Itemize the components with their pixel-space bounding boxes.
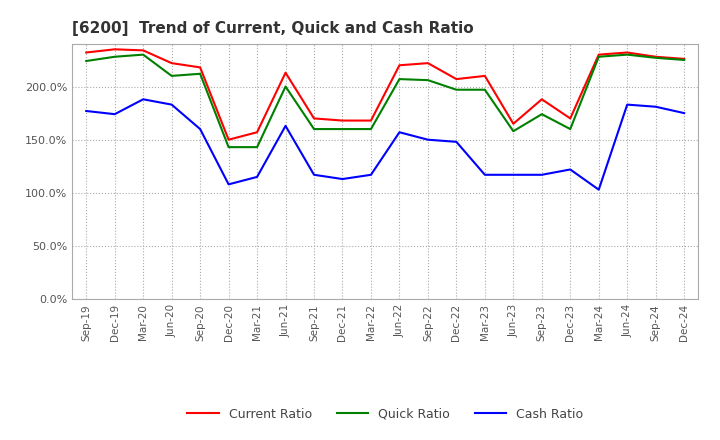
Current Ratio xyxy=(423,60,432,66)
Quick Ratio xyxy=(139,52,148,57)
Current Ratio xyxy=(537,97,546,102)
Quick Ratio xyxy=(423,77,432,83)
Current Ratio xyxy=(366,118,375,123)
Quick Ratio xyxy=(566,126,575,132)
Current Ratio xyxy=(167,60,176,66)
Quick Ratio xyxy=(537,111,546,117)
Cash Ratio xyxy=(595,187,603,192)
Current Ratio xyxy=(338,118,347,123)
Text: [6200]  Trend of Current, Quick and Cash Ratio: [6200] Trend of Current, Quick and Cash … xyxy=(72,21,474,36)
Cash Ratio xyxy=(167,102,176,107)
Line: Current Ratio: Current Ratio xyxy=(86,49,684,139)
Cash Ratio xyxy=(566,167,575,172)
Cash Ratio xyxy=(680,110,688,116)
Cash Ratio xyxy=(452,139,461,144)
Cash Ratio xyxy=(480,172,489,177)
Cash Ratio xyxy=(82,108,91,114)
Cash Ratio xyxy=(423,137,432,142)
Quick Ratio xyxy=(253,144,261,150)
Current Ratio xyxy=(310,116,318,121)
Quick Ratio xyxy=(680,57,688,62)
Quick Ratio xyxy=(225,144,233,150)
Current Ratio xyxy=(82,50,91,55)
Quick Ratio xyxy=(480,87,489,92)
Current Ratio xyxy=(566,116,575,121)
Current Ratio xyxy=(509,121,518,126)
Cash Ratio xyxy=(253,174,261,180)
Current Ratio xyxy=(623,50,631,55)
Current Ratio xyxy=(282,70,290,75)
Cash Ratio xyxy=(509,172,518,177)
Quick Ratio xyxy=(338,126,347,132)
Quick Ratio xyxy=(167,73,176,78)
Cash Ratio xyxy=(537,172,546,177)
Legend: Current Ratio, Quick Ratio, Cash Ratio: Current Ratio, Quick Ratio, Cash Ratio xyxy=(182,403,588,425)
Cash Ratio xyxy=(652,104,660,110)
Quick Ratio xyxy=(452,87,461,92)
Quick Ratio xyxy=(623,52,631,57)
Quick Ratio xyxy=(310,126,318,132)
Line: Quick Ratio: Quick Ratio xyxy=(86,55,684,147)
Quick Ratio xyxy=(395,77,404,82)
Cash Ratio xyxy=(110,111,119,117)
Current Ratio xyxy=(139,48,148,53)
Quick Ratio xyxy=(366,126,375,132)
Current Ratio xyxy=(253,130,261,135)
Cash Ratio xyxy=(196,126,204,132)
Current Ratio xyxy=(196,65,204,70)
Current Ratio xyxy=(652,54,660,59)
Cash Ratio xyxy=(338,176,347,182)
Current Ratio xyxy=(480,73,489,78)
Cash Ratio xyxy=(623,102,631,107)
Cash Ratio xyxy=(310,172,318,177)
Cash Ratio xyxy=(225,182,233,187)
Quick Ratio xyxy=(595,54,603,59)
Quick Ratio xyxy=(82,59,91,64)
Quick Ratio xyxy=(196,71,204,77)
Line: Cash Ratio: Cash Ratio xyxy=(86,99,684,190)
Current Ratio xyxy=(452,77,461,82)
Quick Ratio xyxy=(509,128,518,134)
Cash Ratio xyxy=(139,97,148,102)
Current Ratio xyxy=(395,62,404,68)
Current Ratio xyxy=(110,47,119,52)
Current Ratio xyxy=(680,56,688,62)
Current Ratio xyxy=(595,52,603,57)
Cash Ratio xyxy=(282,123,290,128)
Current Ratio xyxy=(225,137,233,142)
Quick Ratio xyxy=(652,55,660,60)
Quick Ratio xyxy=(282,84,290,89)
Quick Ratio xyxy=(110,54,119,59)
Cash Ratio xyxy=(395,130,404,135)
Cash Ratio xyxy=(366,172,375,177)
